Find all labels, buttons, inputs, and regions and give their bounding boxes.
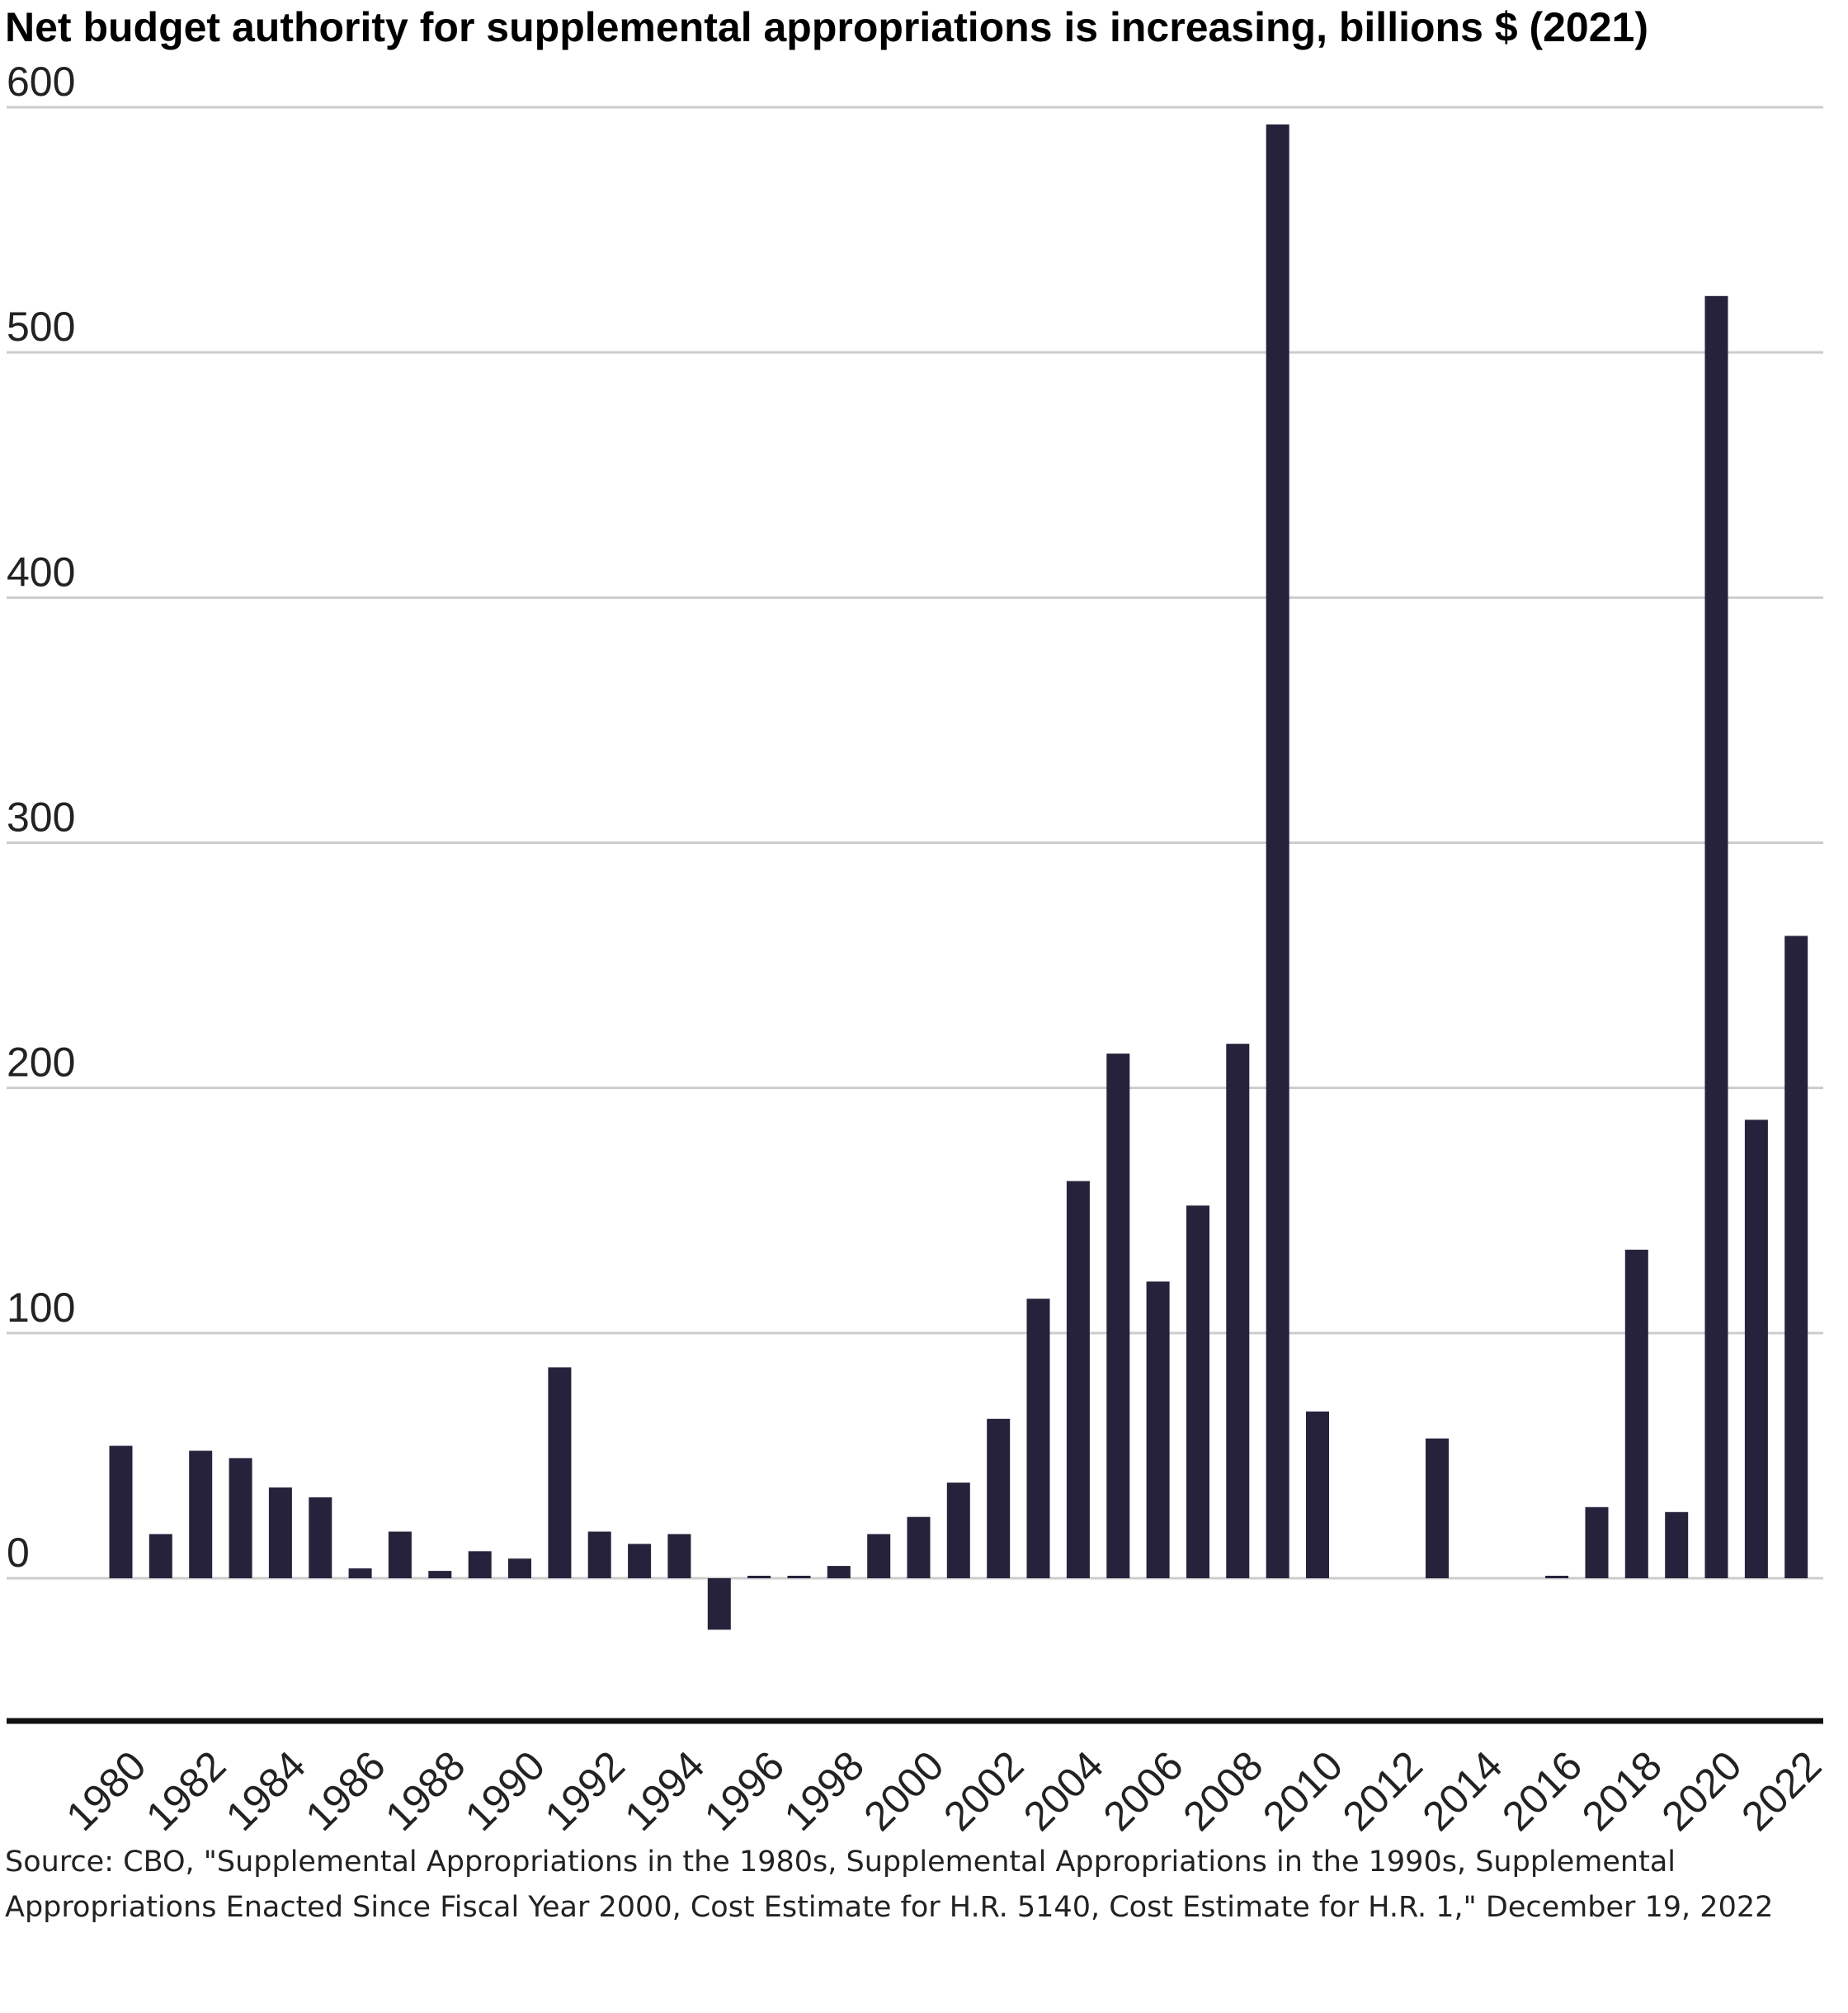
bar-2018 [1624, 1249, 1648, 1578]
bar-2020 [1704, 295, 1728, 1578]
x-tick-label: 2022 [1732, 1742, 1830, 1832]
bar-1996 [747, 1576, 771, 1578]
bar-1994 [667, 1534, 691, 1578]
bar-2000 [907, 1516, 931, 1578]
gridlines [7, 106, 1823, 1580]
bar-2013 [1426, 1438, 1449, 1578]
bar-2005 [1106, 1054, 1130, 1578]
bar-2002 [987, 1418, 1011, 1578]
bar-2008 [1226, 1044, 1250, 1578]
x-tick-label: 1996 [695, 1742, 793, 1832]
chart-title: Net budget authority for supplemental ap… [5, 4, 1648, 50]
y-axis-ticks: 0 100 200 300 400 500 600 [7, 59, 75, 1576]
bar-1984 [268, 1487, 292, 1578]
bar-2009 [1266, 124, 1289, 1578]
bar-1989 [468, 1551, 492, 1578]
bar-1999 [867, 1534, 891, 1578]
bar-1982 [189, 1450, 213, 1578]
x-tick-label: 1990 [456, 1742, 554, 1832]
y-tick-label: 500 [7, 304, 75, 350]
y-tick-label: 200 [7, 1040, 75, 1086]
x-tick-label: 2020 [1652, 1742, 1750, 1832]
bar-1985 [309, 1497, 332, 1578]
x-tick-label: 1982 [137, 1742, 234, 1832]
bar-1987 [388, 1531, 412, 1578]
x-tick-label: 1998 [776, 1742, 873, 1832]
bars [109, 124, 1808, 1630]
bar-1981 [148, 1534, 172, 1578]
x-tick-label: 1986 [297, 1742, 394, 1832]
y-tick-label: 100 [7, 1285, 75, 1331]
y-tick-label: 0 [7, 1530, 30, 1576]
x-tick-label: 2018 [1573, 1742, 1671, 1832]
bar-1988 [428, 1571, 452, 1578]
bar-1980 [109, 1445, 133, 1578]
x-tick-label: 1984 [217, 1742, 314, 1832]
bar-1991 [548, 1367, 572, 1578]
source-note: Source: CBO, "Supplemental Appropriation… [5, 1846, 1774, 1924]
x-tick-label: 1980 [57, 1742, 154, 1832]
bar-1993 [628, 1544, 652, 1578]
bar-2019 [1665, 1511, 1689, 1578]
x-axis-ticks: 1980198219841986198819901992199419961998… [57, 1742, 1830, 1832]
bar-2007 [1186, 1205, 1209, 1578]
bar-2001 [946, 1483, 970, 1578]
y-tick-label: 600 [7, 59, 75, 105]
x-tick-label: 2010 [1254, 1742, 1351, 1832]
bar-2021 [1744, 1120, 1768, 1578]
x-tick-label: 2000 [855, 1742, 952, 1832]
x-tick-label: 2016 [1493, 1742, 1591, 1832]
bar-2017 [1585, 1506, 1609, 1578]
x-tick-label: 2006 [1095, 1742, 1192, 1832]
x-tick-label: 1994 [615, 1742, 713, 1832]
x-tick-label: 1992 [536, 1742, 634, 1832]
x-tick-label: 1988 [376, 1742, 474, 1832]
bar-1992 [587, 1531, 611, 1578]
bar-2003 [1026, 1299, 1050, 1578]
bar-1990 [508, 1558, 531, 1578]
x-tick-label: 2004 [1015, 1742, 1112, 1832]
bar-1983 [229, 1458, 252, 1578]
bar-2010 [1306, 1411, 1329, 1578]
bar-1995 [707, 1578, 731, 1630]
x-tick-label: 2014 [1413, 1742, 1511, 1832]
bar-2004 [1066, 1181, 1090, 1578]
x-tick-label: 2008 [1174, 1742, 1271, 1832]
bar-2006 [1146, 1281, 1170, 1578]
x-tick-label: 2012 [1334, 1742, 1431, 1832]
bar-2022 [1784, 936, 1808, 1578]
bar-1997 [787, 1576, 811, 1578]
bar-1998 [827, 1566, 851, 1578]
bar-chart: 0 100 200 300 400 500 600 19801982198419861988… [7, 59, 1830, 1832]
bar-1986 [348, 1568, 372, 1578]
y-tick-label: 400 [7, 549, 75, 595]
y-tick-label: 300 [7, 794, 75, 841]
x-tick-label: 2002 [935, 1742, 1032, 1832]
bar-2016 [1545, 1576, 1569, 1578]
